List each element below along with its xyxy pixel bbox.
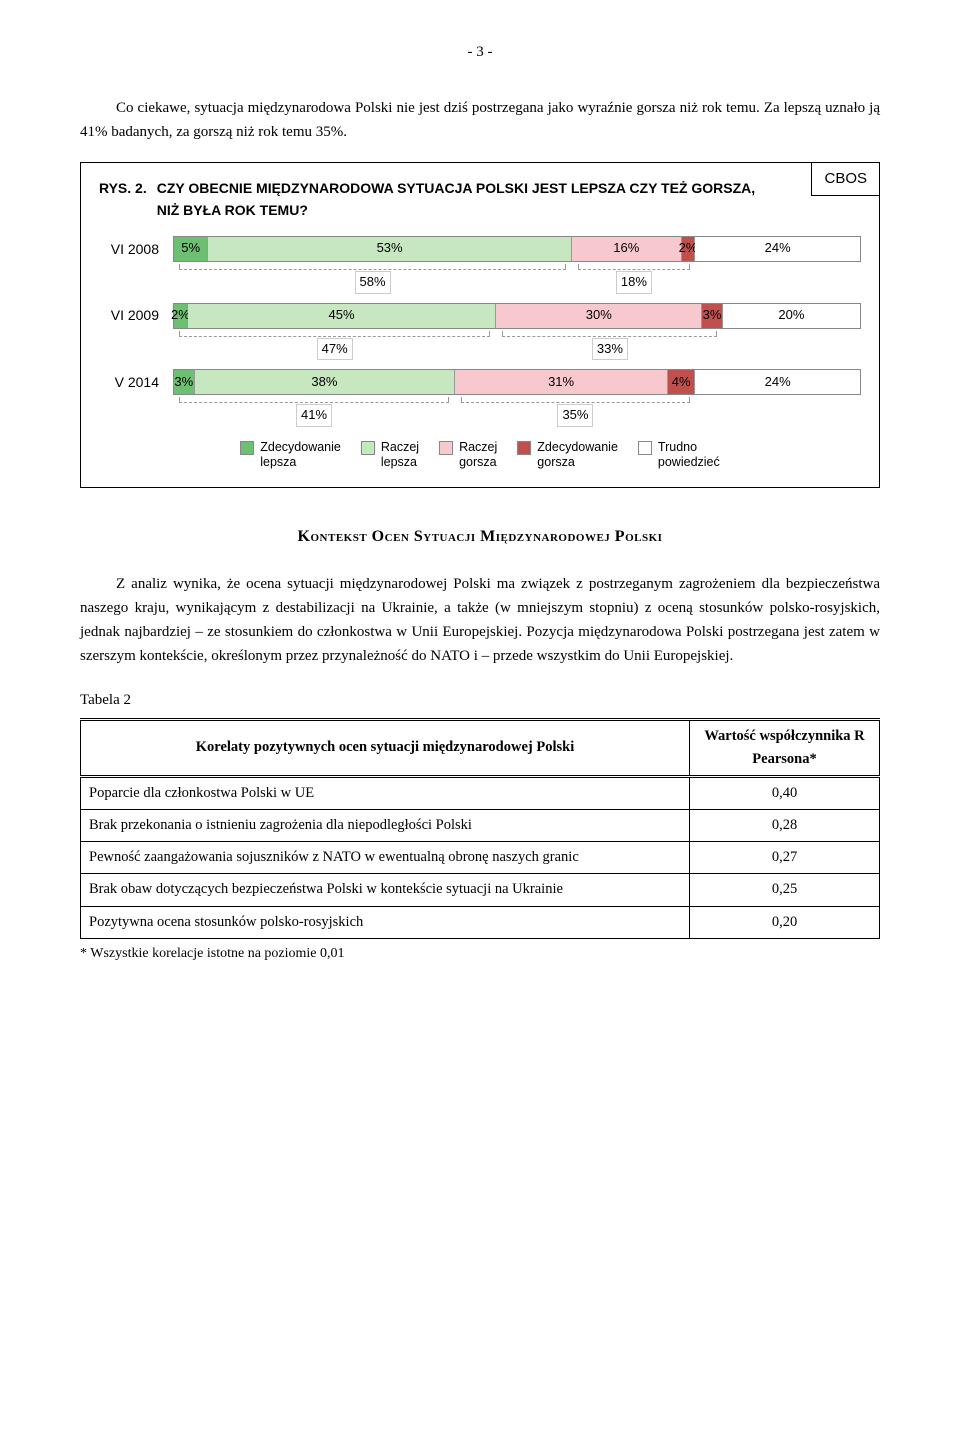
figure-label: RYS. 2. <box>99 177 147 199</box>
table-row: Brak przekonania o istnieniu zagrożenia … <box>81 810 880 842</box>
legend-label: Zdecydowaniegorsza <box>537 440 618 469</box>
bar-row-label: V 2014 <box>99 371 159 393</box>
bar-segment: 31% <box>455 370 668 394</box>
cbos-badge: CBOS <box>811 162 880 196</box>
legend-label: Zdecydowanielepsza <box>260 440 341 469</box>
table-cell-label: Pozytywna ocena stosunków polsko-rosyjsk… <box>81 906 690 938</box>
table-cell-label: Pewność zaangażowania sojuszników z NATO… <box>81 842 690 874</box>
bar-segment: 3% <box>174 370 195 394</box>
legend-item: Zdecydowaniegorsza <box>517 440 618 469</box>
table-row: Pewność zaangażowania sojuszników z NATO… <box>81 842 880 874</box>
table-cell-value: 0,25 <box>690 874 880 906</box>
section-heading: Kontekst Ocen Sytuacji Międzynarodowej P… <box>80 524 880 550</box>
bar-segment: 45% <box>188 304 497 328</box>
legend-label: Raczejgorsza <box>459 440 497 469</box>
legend-swatch <box>439 441 453 455</box>
legend-item: Raczejgorsza <box>439 440 497 469</box>
correlations-table: Korelaty pozytywnych ocen sytuacji międz… <box>80 718 880 939</box>
bar-segment: 4% <box>668 370 695 394</box>
bar-row-label: VI 2009 <box>99 304 159 326</box>
legend-swatch <box>361 441 375 455</box>
legend-item: Raczejlepsza <box>361 440 419 469</box>
legend-item: Zdecydowanielepsza <box>240 440 341 469</box>
chart-container: CBOS RYS. 2. CZY OBECNIE MIĘDZYNARODOWA … <box>80 162 880 488</box>
legend-swatch <box>240 441 254 455</box>
bar-segment: 3% <box>702 304 723 328</box>
bar-row-label: VI 2008 <box>99 238 159 260</box>
table-cell-value: 0,20 <box>690 906 880 938</box>
table-row: Poparcie dla członkostwa Polski w UE0,40 <box>81 776 880 809</box>
table-cell-label: Brak obaw dotyczących bezpieczeństwa Pol… <box>81 874 690 906</box>
bar-segment: 24% <box>695 370 860 394</box>
page-number: - 3 - <box>80 40 880 64</box>
table-col1-header: Korelaty pozytywnych ocen sytuacji międz… <box>81 719 690 776</box>
bar-segment: 53% <box>208 237 572 261</box>
bar-segment: 38% <box>195 370 456 394</box>
table-cell-value: 0,28 <box>690 810 880 842</box>
bar-segment: 30% <box>496 304 702 328</box>
table-cell-label: Brak przekonania o istnieniu zagrożenia … <box>81 810 690 842</box>
bracket-row: 58%18% <box>173 266 861 289</box>
table-row: Brak obaw dotyczących bezpieczeństwa Pol… <box>81 874 880 906</box>
legend-item: Trudnopowiedzieć <box>638 440 720 469</box>
bar-segment: 2% <box>174 304 188 328</box>
bracket-row: 47%33% <box>173 333 861 356</box>
bar-segment: 5% <box>174 237 208 261</box>
legend-swatch <box>638 441 652 455</box>
body-paragraph-2: Z analiz wynika, że ocena sytuacji międz… <box>80 572 880 668</box>
stacked-bar: 3%38%31%4%24% <box>173 369 861 395</box>
bar-segment: 16% <box>572 237 682 261</box>
table-col2-header: Wartość współczynnika R Pearsona* <box>690 719 880 776</box>
intro-paragraph: Co ciekawe, sytuacja międzynarodowa Pols… <box>80 96 880 144</box>
stacked-bar: 2%45%30%3%20% <box>173 303 861 329</box>
legend-label: Raczejlepsza <box>381 440 419 469</box>
legend-swatch <box>517 441 531 455</box>
bar-segment: 24% <box>695 237 860 261</box>
bar-segment: 20% <box>723 304 860 328</box>
bars-area: VI 20085%53%16%2%24%58%18%VI 20092%45%30… <box>99 236 861 422</box>
table-label: Tabela 2 <box>80 688 880 712</box>
table-cell-value: 0,40 <box>690 776 880 809</box>
table-cell-value: 0,27 <box>690 842 880 874</box>
stacked-bar: 5%53%16%2%24% <box>173 236 861 262</box>
chart-legend: Zdecydowanielepsza Raczejlepsza Raczejgors… <box>99 440 861 469</box>
table-row: Pozytywna ocena stosunków polsko-rosyjsk… <box>81 906 880 938</box>
chart-title: CZY OBECNIE MIĘDZYNARODOWA SYTUACJA POLS… <box>157 177 771 222</box>
table-footnote: * Wszystkie korelacje istotne na poziomi… <box>80 943 880 965</box>
legend-label: Trudnopowiedzieć <box>658 440 720 469</box>
table-cell-label: Poparcie dla członkostwa Polski w UE <box>81 776 690 809</box>
bar-segment: 2% <box>682 237 696 261</box>
bracket-row: 41%35% <box>173 399 861 422</box>
